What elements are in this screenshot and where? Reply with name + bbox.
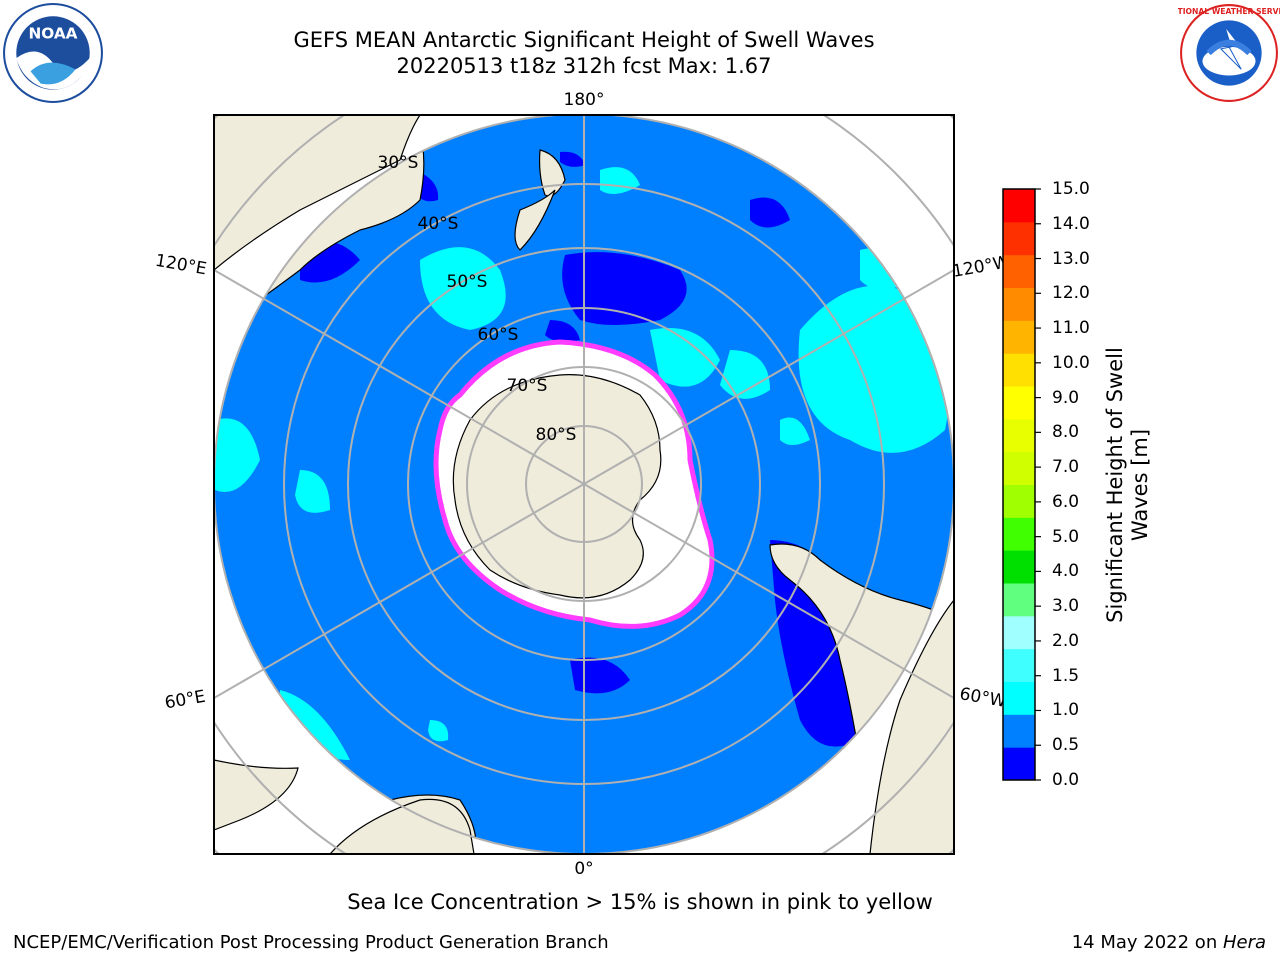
sea-ice-note: Sea Ice Concentration > 15% is shown in … (347, 890, 933, 914)
colorbar-segment (1003, 484, 1035, 518)
colorbar-tick-label: 9.0 (1052, 387, 1080, 408)
nws-logo: NATIONAL WEATHER SERVICE (1178, 4, 1280, 102)
colorbar-tick-label: 15.0 (1052, 179, 1090, 199)
graticule (214, 115, 954, 854)
colorbar-segment (1003, 418, 1035, 453)
colorbar-tick-label: 2.0 (1052, 630, 1080, 651)
noaa-logo-text: NOAA (28, 25, 77, 43)
new-zealand-south (514, 189, 556, 251)
lat-label-30: 30°S (378, 153, 419, 173)
meridian-60e-120w (214, 269, 954, 699)
colorbar-segment (1003, 681, 1035, 715)
colorbar-tick-label: 3.0 (1052, 596, 1080, 617)
chart-title: GEFS MEAN Antarctic Significant Height o… (293, 28, 875, 52)
lon-label-60e: 60°E (163, 687, 207, 714)
colorbar-segment (1003, 386, 1035, 420)
colorbar-tick-label: 4.0 (1052, 561, 1080, 582)
lon-label-120e: 120°E (154, 251, 208, 280)
colorbar-segment (1003, 648, 1035, 682)
colorbar (1002, 188, 1041, 781)
colorbar-tick-label: 14.0 (1052, 213, 1090, 234)
colorbar-segment (1003, 254, 1035, 288)
colorbar-segment (1003, 583, 1035, 617)
lat-label-50: 50°S (447, 272, 488, 292)
colorbar-segment (1003, 320, 1035, 354)
noaa-logo: NOAA (3, 3, 103, 103)
chart-subtitle: 20220513 t18z 312h fcst Max: 1.67 (396, 54, 772, 78)
lon-label-0: 0° (574, 859, 593, 879)
footer-date-text: 14 May 2022 on (1071, 932, 1223, 953)
colorbar-tick-label: 6.0 (1052, 491, 1080, 512)
colorbar-segment (1003, 615, 1035, 650)
colorbar-segment (1003, 221, 1035, 256)
colorbar-segment (1003, 747, 1035, 781)
lat-label-40: 40°S (418, 214, 459, 234)
nws-logo-text: NATIONAL WEATHER SERVICE (1178, 7, 1280, 16)
footer-host: Hera (1222, 932, 1266, 953)
colorbar-tick-label: 10.0 (1052, 352, 1090, 373)
colorbar-tick-label: 1.5 (1052, 665, 1080, 686)
footer-branch: NCEP/EMC/Verification Post Processing Pr… (13, 932, 609, 953)
colorbar-segment (1003, 550, 1035, 584)
colorbar-segment (1003, 451, 1035, 485)
colorbar-segment (1003, 714, 1035, 748)
colorbar-tick-label: 12.0 (1052, 283, 1090, 304)
footer-date: 14 May 2022 on Hera (1072, 932, 1266, 953)
lon-label-60w: 60°W (958, 684, 1008, 712)
lat-label-60: 60°S (478, 325, 519, 345)
colorbar-label: Significant Height of Swell Waves [m] (1103, 315, 1153, 655)
colorbar-tick-label: 11.0 (1052, 318, 1090, 339)
colorbar-segment (1003, 517, 1035, 551)
colorbar-label-line2: Waves [m] (1128, 428, 1152, 542)
colorbar-segment (1003, 189, 1035, 223)
lat-label-80: 80°S (536, 425, 577, 445)
colorbar-tick-label: 5.0 (1052, 526, 1080, 547)
colorbar-segment (1003, 353, 1035, 387)
colorbar-tick-label: 13.0 (1052, 248, 1090, 269)
lat-label-70: 70°S (507, 376, 548, 396)
colorbar-tick-label: 7.0 (1052, 457, 1080, 478)
colorbar-label-line1: Significant Height of Swell (1103, 347, 1127, 623)
colorbar-segment (1003, 287, 1035, 321)
lon-label-180: 180° (564, 90, 605, 110)
map-frame (213, 114, 955, 855)
land-outside-disc (214, 115, 954, 854)
colorbar-tick-label: 8.0 (1052, 422, 1080, 443)
colorbar-tick-label: 0.0 (1052, 770, 1080, 790)
colorbar-frame (1002, 188, 1036, 781)
colorbar-tick-label: 1.0 (1052, 700, 1080, 721)
antarctica (452, 374, 662, 599)
colorbar-tick-label: 0.5 (1052, 735, 1080, 756)
swell-cyan-regions (215, 167, 950, 760)
